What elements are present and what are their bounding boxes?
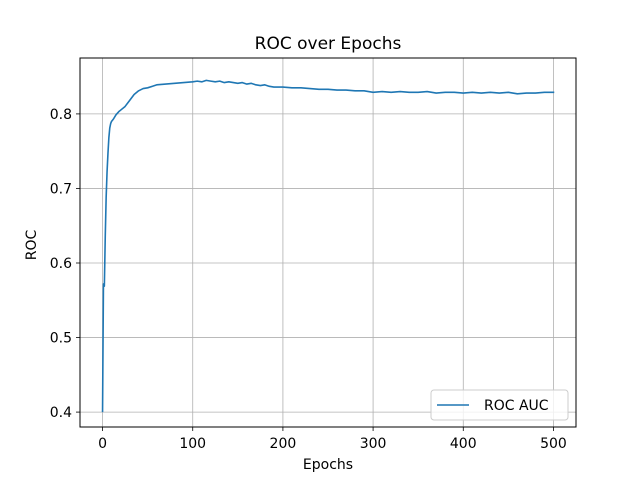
legend-label-roc-auc: ROC AUC (484, 398, 549, 414)
x-tick-label: 400 (450, 436, 477, 452)
chart-title: ROC over Epochs (255, 34, 402, 54)
x-tick-label: 500 (540, 436, 567, 452)
legend: ROC AUC (430, 389, 569, 421)
x-tick-label: 0 (98, 436, 107, 452)
x-tick-label: 300 (360, 436, 387, 452)
y-tick-label: 0.6 (50, 256, 72, 272)
x-axis-title: Epochs (303, 457, 353, 473)
grid-lines (80, 58, 576, 427)
y-tick-label: 0.5 (50, 331, 72, 347)
roc-auc-line (101, 79, 555, 413)
x-tick-label: 200 (270, 436, 297, 452)
legend-box (430, 389, 569, 421)
y-tick-label: 0.8 (50, 107, 72, 123)
y-axis-title: ROC (24, 230, 40, 261)
y-tick-label: 0.4 (50, 405, 72, 421)
y-axis-ticks: 0.4 0.5 0.6 0.7 0.8 (50, 107, 80, 421)
x-tick-label: 100 (179, 436, 206, 452)
x-axis-ticks: 0 100 200 300 400 500 (98, 427, 567, 452)
y-tick-label: 0.7 (50, 181, 72, 197)
plot-area-frame (79, 57, 577, 428)
series-layer (101, 79, 555, 413)
